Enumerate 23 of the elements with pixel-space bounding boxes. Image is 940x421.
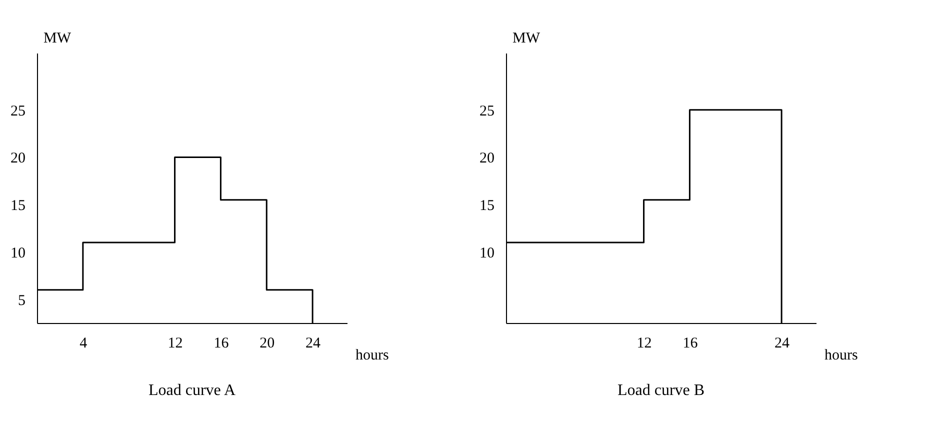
x-tick-label: 4 (80, 336, 88, 352)
x-tick-label: 16 (682, 336, 698, 352)
y-axis-title: MW (44, 30, 72, 46)
y-tick-label: 5 (18, 292, 26, 309)
x-axis-title: hours (356, 348, 389, 364)
y-tick-label: 20 (10, 150, 26, 167)
x-tick-label: 24 (306, 336, 322, 352)
x-tick-label: 12 (168, 336, 183, 352)
y-tick-label: 15 (480, 198, 494, 214)
y-tick-label: 10 (480, 245, 494, 262)
y-axis-title: MW (512, 30, 541, 46)
y-tick-label: 10 (10, 245, 26, 262)
x-tick-label: 12 (636, 336, 652, 352)
x-tick-label: 20 (260, 336, 275, 352)
x-tick-label: 24 (774, 336, 790, 352)
y-tick-label: 25 (480, 103, 494, 120)
y-tick-label: 15 (10, 198, 26, 214)
text: Load curve B (617, 382, 705, 399)
y-tick-label: 20 (480, 150, 494, 167)
x-axis-title: hours (824, 348, 858, 364)
x-tick-label: 16 (214, 336, 230, 352)
y-tick-label: 25 (10, 103, 26, 120)
text: Load curve A (148, 382, 236, 399)
